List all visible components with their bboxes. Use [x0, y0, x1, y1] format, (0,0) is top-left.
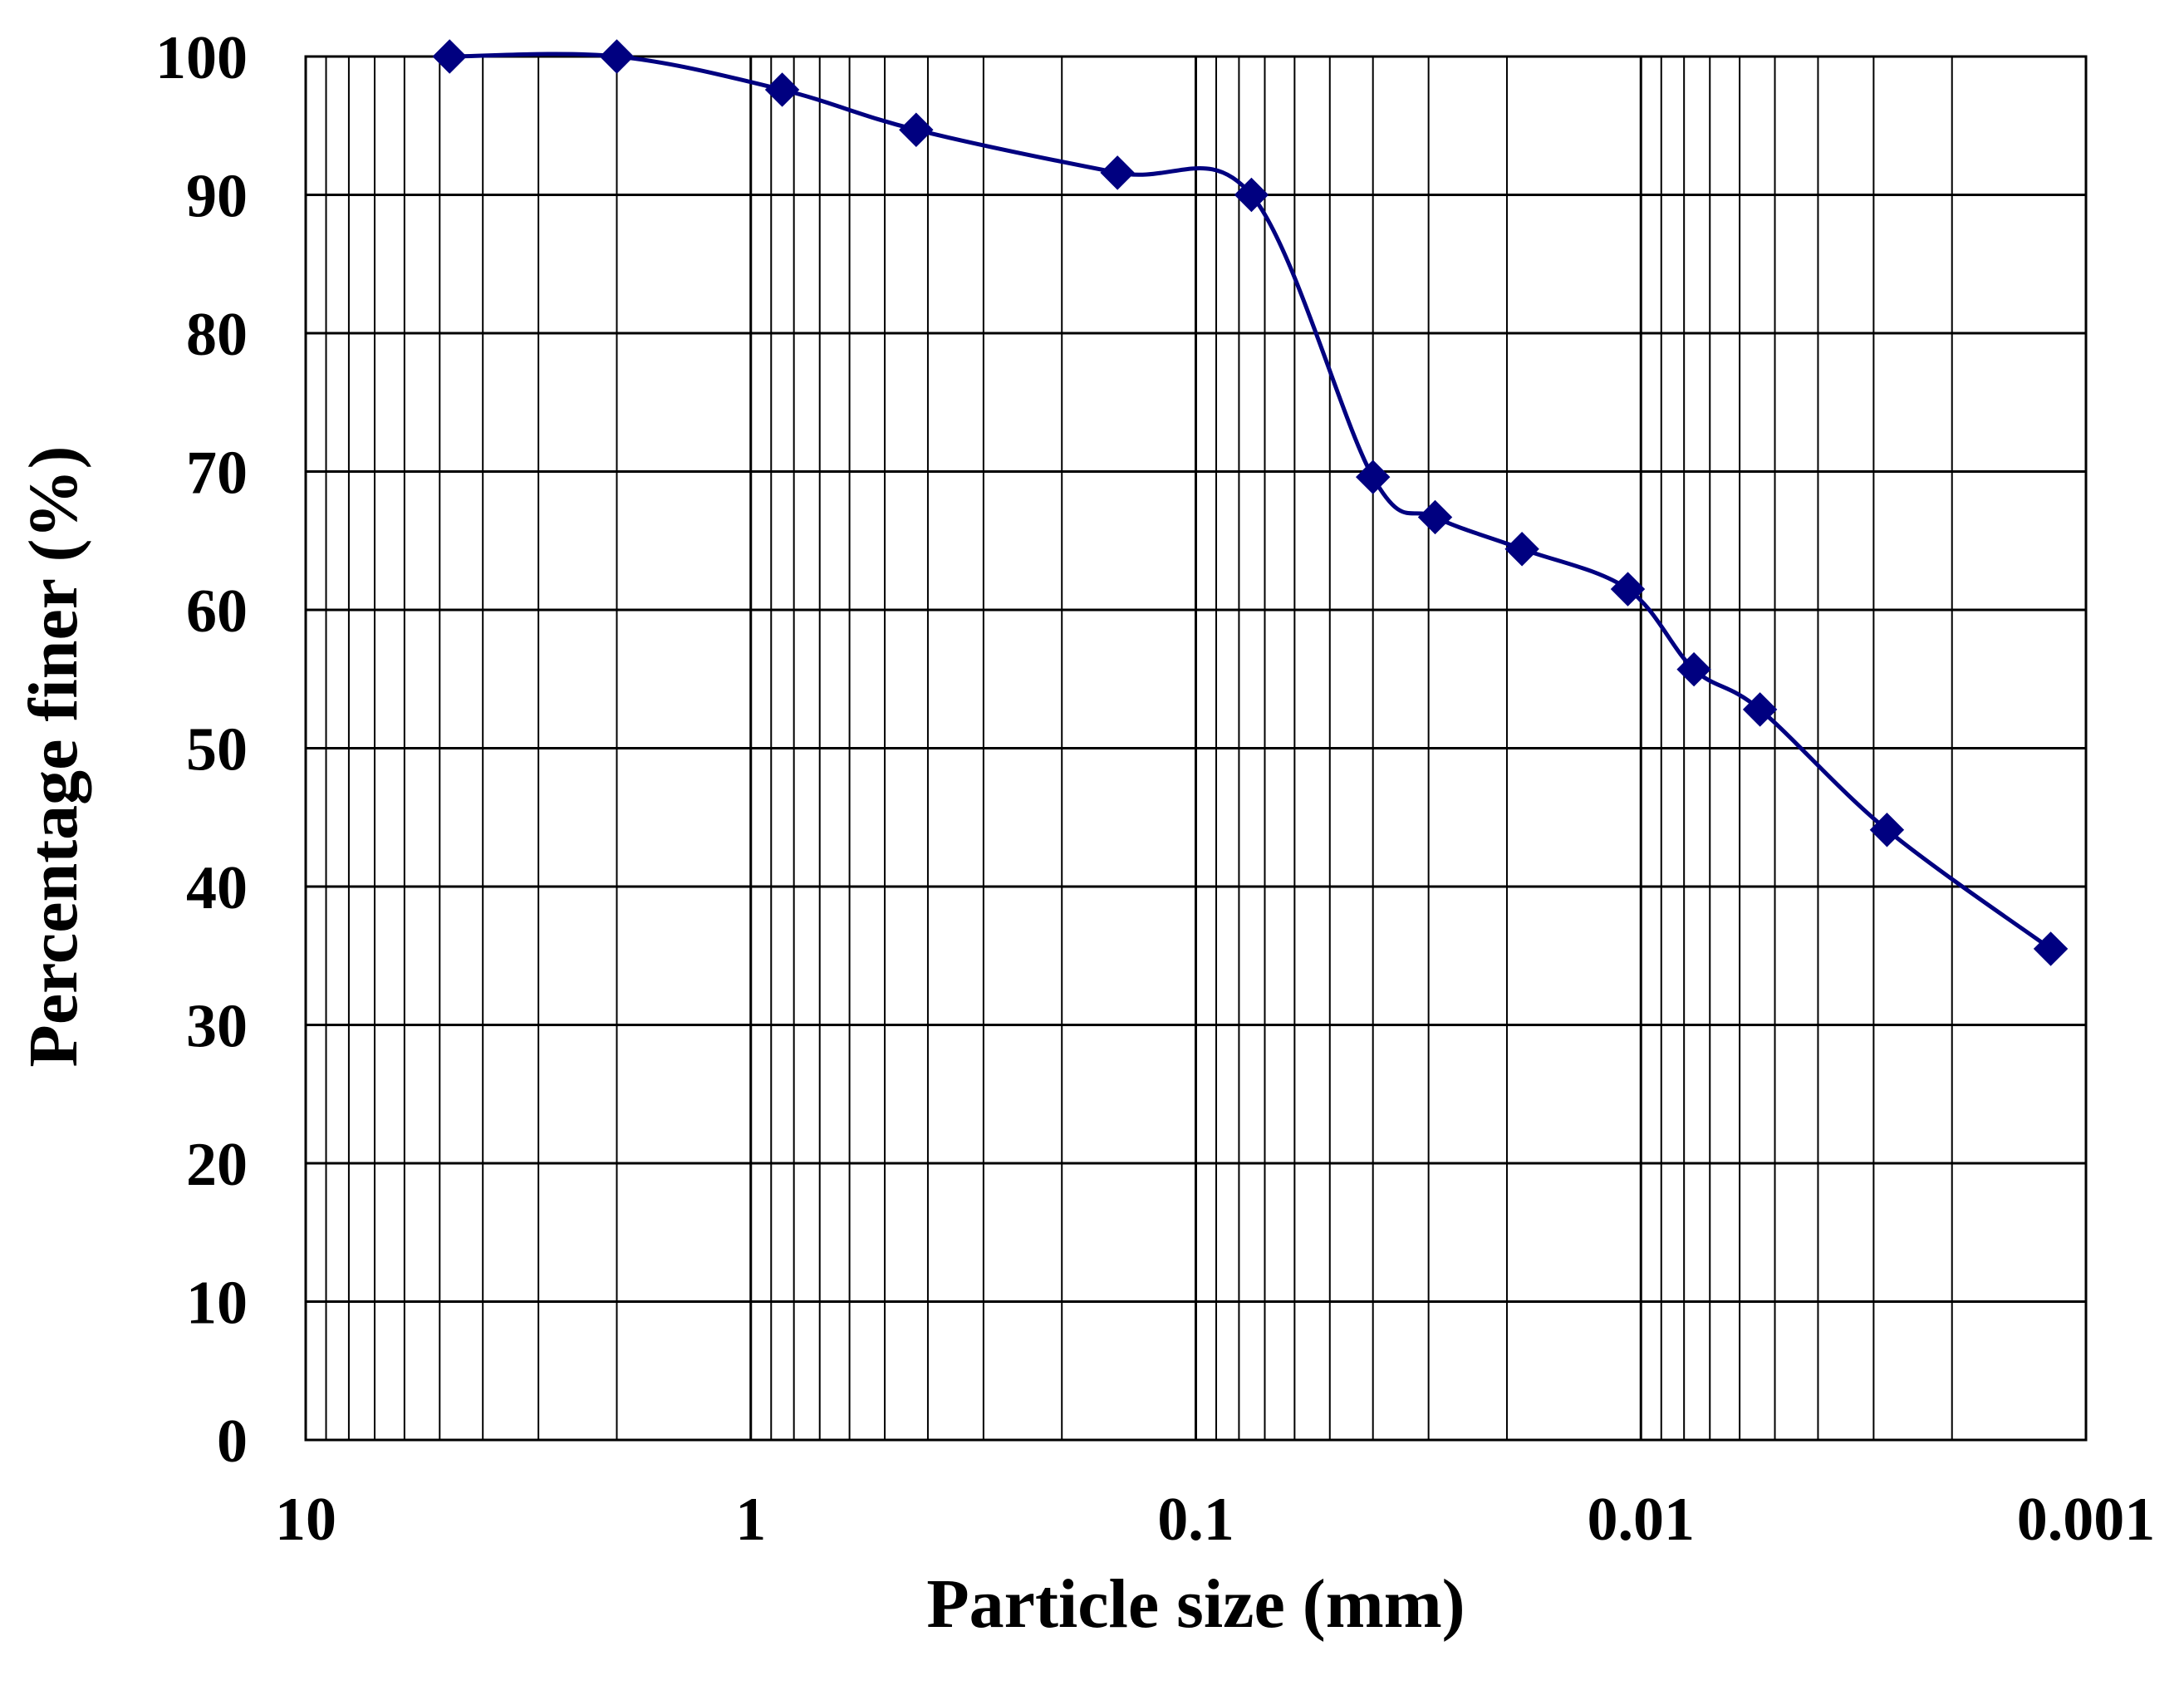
y-tick-label: 40 — [186, 854, 248, 922]
y-tick-label: 90 — [186, 163, 248, 231]
data-point-marker — [1676, 651, 1711, 687]
x-axis-title: Particle size (mm) — [926, 1565, 1465, 1643]
y-tick-label: 20 — [186, 1131, 248, 1199]
x-tick-label: 0.1 — [1157, 1486, 1234, 1554]
x-tick-label: 1 — [735, 1486, 766, 1554]
data-point-marker — [1234, 177, 1269, 213]
x-tick-label: 0.001 — [2017, 1486, 2156, 1554]
data-point-marker — [1417, 499, 1453, 535]
y-tick-label: 10 — [186, 1270, 248, 1338]
plot-frame — [304, 55, 2088, 1442]
data-point-marker — [1742, 692, 1778, 727]
data-point-marker — [599, 39, 635, 74]
data-markers — [432, 39, 2069, 966]
data-point-marker — [432, 39, 467, 74]
data-point-marker — [1355, 459, 1391, 494]
data-point-marker — [1610, 572, 1646, 607]
y-tick-label: 60 — [186, 577, 248, 646]
data-point-marker — [764, 72, 800, 107]
y-tick-label: 50 — [186, 716, 248, 784]
data-point-marker — [899, 112, 934, 147]
x-tick-labels: 10 1 0.1 0.01 0.001 — [275, 1486, 2155, 1554]
y-tick-label: 30 — [186, 993, 248, 1061]
data-point-marker — [2033, 931, 2069, 966]
major-gridlines — [304, 55, 2088, 1442]
y-tick-label: 0 — [217, 1408, 248, 1476]
y-tick-labels: 0 10 20 30 40 50 60 70 80 90 100 — [155, 24, 248, 1476]
y-tick-label: 80 — [186, 301, 248, 369]
x-tick-label: 10 — [275, 1486, 336, 1554]
x-tick-label: 0.01 — [1588, 1486, 1696, 1554]
data-point-marker — [1504, 532, 1539, 567]
data-point-marker — [1869, 813, 1905, 848]
y-tick-label: 70 — [186, 440, 248, 508]
data-point-marker — [1100, 155, 1135, 190]
y-axis-title: Percentage finer (%) — [15, 446, 92, 1068]
y-tick-label: 100 — [155, 24, 248, 92]
